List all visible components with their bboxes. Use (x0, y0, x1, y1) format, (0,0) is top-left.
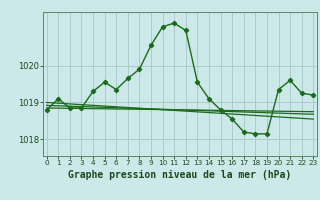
X-axis label: Graphe pression niveau de la mer (hPa): Graphe pression niveau de la mer (hPa) (68, 170, 292, 180)
